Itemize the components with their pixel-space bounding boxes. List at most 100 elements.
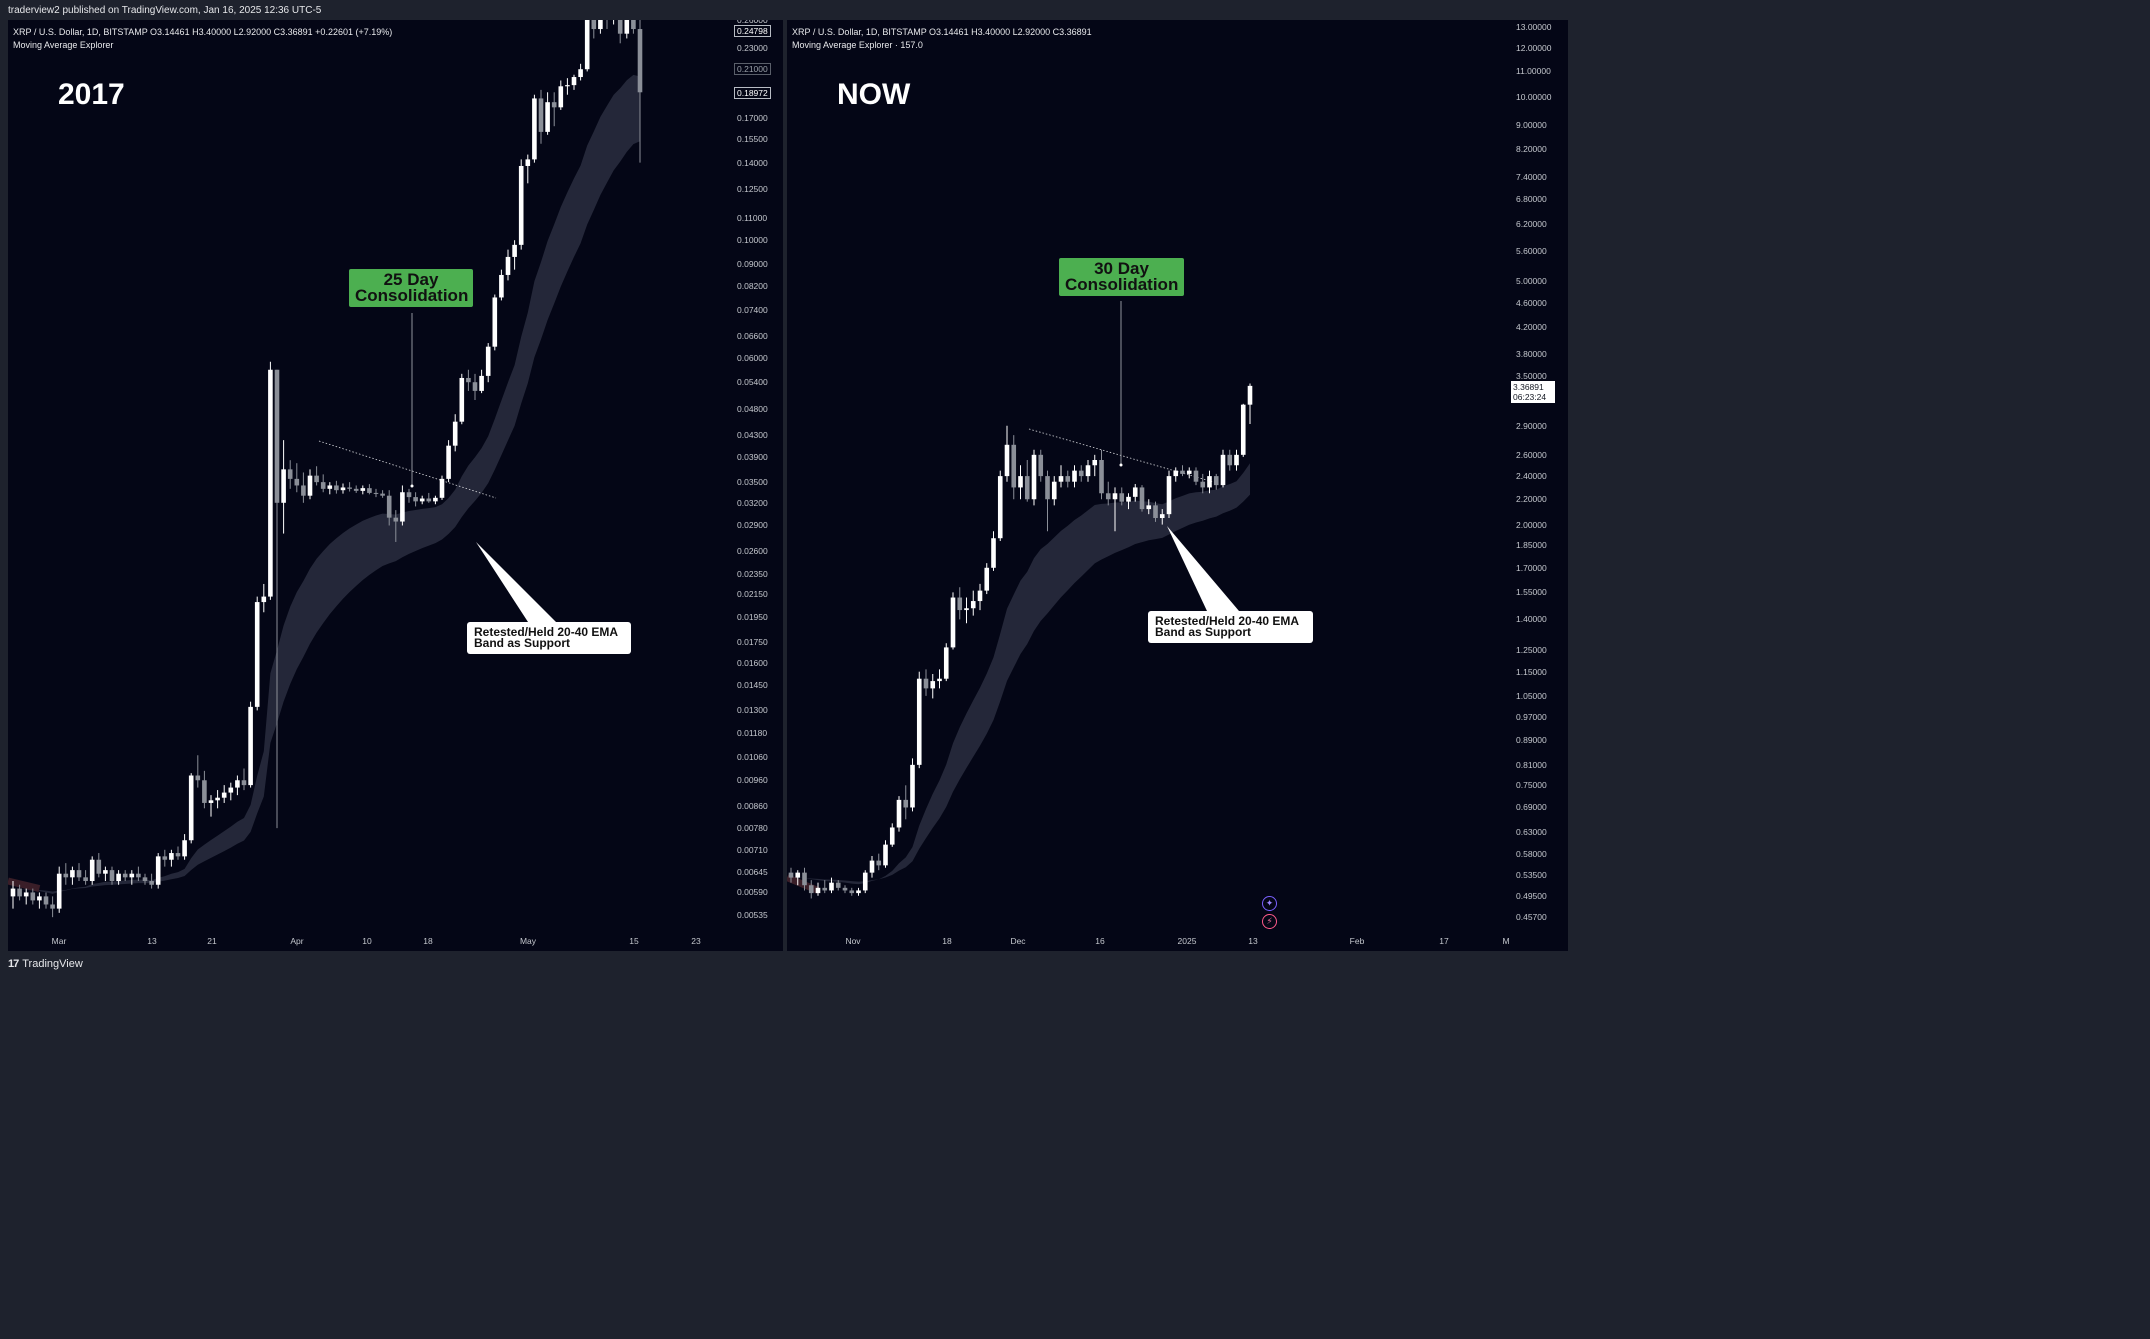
candle-body (281, 469, 286, 503)
candle-body (1078, 470, 1084, 477)
candle-body (876, 860, 882, 866)
support-line-1: Retested/Held 20-40 EMA (1155, 614, 1300, 628)
price-tick: 2.20000 (1516, 494, 1547, 505)
candle-body (591, 20, 597, 30)
price-tick: 6.80000 (1516, 194, 1547, 205)
price-tick: 0.53500 (1516, 870, 1547, 881)
candle-body (241, 780, 247, 786)
candle-body (957, 597, 963, 611)
support-callout[interactable]: Retested/Held 20-40 EMA Band as Support (467, 622, 631, 654)
candle-body (30, 892, 36, 901)
candle-body (1132, 487, 1138, 497)
time-tick: 17 (1439, 936, 1449, 946)
time-tick: 13 (147, 936, 157, 946)
candle-body (334, 485, 339, 491)
candle-body (1031, 454, 1037, 500)
candle-body (472, 382, 478, 391)
candle-body (122, 873, 128, 878)
support-callout[interactable]: Retested/Held 20-40 EMA Band as Support (1148, 611, 1313, 643)
price-tick: 0.00960 (737, 775, 768, 786)
price-tick: 0.03900 (737, 452, 768, 463)
candle-body (1011, 444, 1017, 488)
candle-body (571, 77, 577, 86)
tradingview-brand[interactable]: 17 TradingView (8, 958, 83, 970)
candle-body (822, 887, 828, 891)
price-tick: 12.00000 (1516, 43, 1552, 54)
candle-body (950, 597, 956, 648)
candle-body (419, 498, 425, 502)
candle-body (254, 602, 260, 707)
price-tick: 0.00860 (737, 800, 768, 811)
price-tick: 1.40000 (1516, 614, 1547, 625)
chart-pane-now[interactable]: XRP / U.S. Dollar, 1D, BITSTAMP O3.14461… (787, 20, 1509, 930)
lightning-icon[interactable]: ⚡ (1262, 914, 1277, 929)
chart-canvas-now[interactable] (787, 20, 1509, 930)
ema-band (791, 463, 1250, 885)
candle-body (373, 492, 379, 494)
price-axis-2017[interactable]: 0.26000 0.23000 0.17000 0.15500 0.14000 0.125… (732, 20, 783, 951)
chart-canvas-2017[interactable] (8, 20, 732, 930)
callout-line-2: Consolidation (1065, 275, 1179, 294)
candle-body (1227, 454, 1233, 466)
support-line-2: Band as Support (1155, 625, 1252, 639)
time-tick: 10 (362, 936, 372, 946)
callout-pointer-dot (410, 484, 414, 488)
price-tick: 0.04300 (737, 429, 768, 440)
price-tick: 0.00535 (737, 910, 768, 920)
candle-body (1051, 481, 1057, 500)
tradingview-logo-icon: 17 (8, 958, 19, 970)
candle-body (977, 590, 983, 602)
price-tick: 0.45700 (1516, 912, 1547, 922)
candle-body (1024, 476, 1030, 500)
time-axis-2017[interactable]: Mar 13 21 Apr 10 18 May 15 23 (8, 930, 732, 951)
price-tick: 0.12500 (737, 183, 768, 194)
brand-name: TradingView (22, 958, 83, 970)
candle-body (17, 888, 22, 897)
candle-body (1085, 465, 1091, 477)
period-label-2017: 2017 (58, 78, 125, 111)
candle-body (558, 86, 564, 108)
candle-body (896, 799, 902, 828)
time-tick: 21 (207, 936, 217, 946)
candle-body (287, 469, 293, 479)
candle-body (400, 492, 405, 522)
candle-body (1213, 476, 1219, 486)
consolidation-callout[interactable]: 30 Day Consolidation (1059, 258, 1184, 296)
sparkle-icon[interactable]: ✦ (1262, 896, 1277, 911)
candle-body (802, 872, 807, 886)
candle-body (1180, 470, 1185, 474)
candle-body (413, 497, 418, 502)
time-tick: Mar (51, 936, 67, 946)
price-tick: 0.02900 (737, 520, 768, 531)
candle-body (1092, 459, 1098, 466)
time-tick: 16 (1095, 936, 1105, 946)
chart-pane-2017[interactable]: XRP / U.S. Dollar, 1D, BITSTAMP O3.14461… (8, 20, 732, 930)
candle-body (459, 377, 465, 422)
callout-line-2: Consolidation (355, 286, 469, 305)
price-tick: 0.04800 (737, 404, 768, 415)
legend-indicator-line: Moving Average Explorer · 157.0 (792, 39, 923, 50)
price-tick: 6.20000 (1516, 218, 1547, 229)
price-tick: 0.00780 (737, 823, 768, 834)
candle-body (565, 85, 570, 87)
candle-body (1072, 470, 1077, 482)
candle-body (1099, 459, 1104, 494)
price-axis-now[interactable]: 3.36891 06:23:24 13.00000 12.00000 11.0000… (1509, 20, 1568, 951)
price-tick: 0.07400 (737, 304, 768, 315)
price-marker: 0.18972 (734, 86, 771, 99)
price-tick: 0.26000 (737, 20, 768, 25)
time-axis-now[interactable]: Nov 18 Dec 16 2025 13 Feb 17 M (787, 930, 1509, 951)
candle-body (1146, 505, 1152, 510)
consolidation-callout[interactable]: 25 Day Consolidation (349, 269, 473, 307)
price-tick: 2.00000 (1516, 519, 1547, 530)
publish-info: traderview2 published on TradingView.com… (8, 5, 322, 16)
candle-body (916, 678, 922, 765)
candle-body (930, 681, 936, 689)
candle-body (856, 890, 861, 894)
legend-symbol-line: XRP / U.S. Dollar, 1D, BITSTAMP O3.14461… (792, 27, 1092, 37)
legend-indicator-line: Moving Average Explorer (13, 39, 114, 50)
time-tick: Nov (845, 936, 861, 946)
period-label-now: NOW (837, 78, 911, 111)
candle-body (50, 904, 55, 909)
price-marker: 0.24798 (734, 24, 771, 37)
